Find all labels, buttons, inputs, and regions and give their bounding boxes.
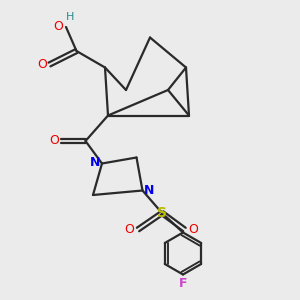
Text: O: O [49, 134, 59, 148]
Text: O: O [188, 223, 198, 236]
Text: O: O [54, 20, 63, 34]
Text: S: S [157, 206, 167, 220]
Text: O: O [125, 223, 134, 236]
Text: N: N [90, 155, 100, 169]
Text: F: F [179, 277, 187, 290]
Text: N: N [144, 184, 154, 197]
Text: H: H [66, 12, 75, 22]
Text: O: O [37, 58, 47, 71]
